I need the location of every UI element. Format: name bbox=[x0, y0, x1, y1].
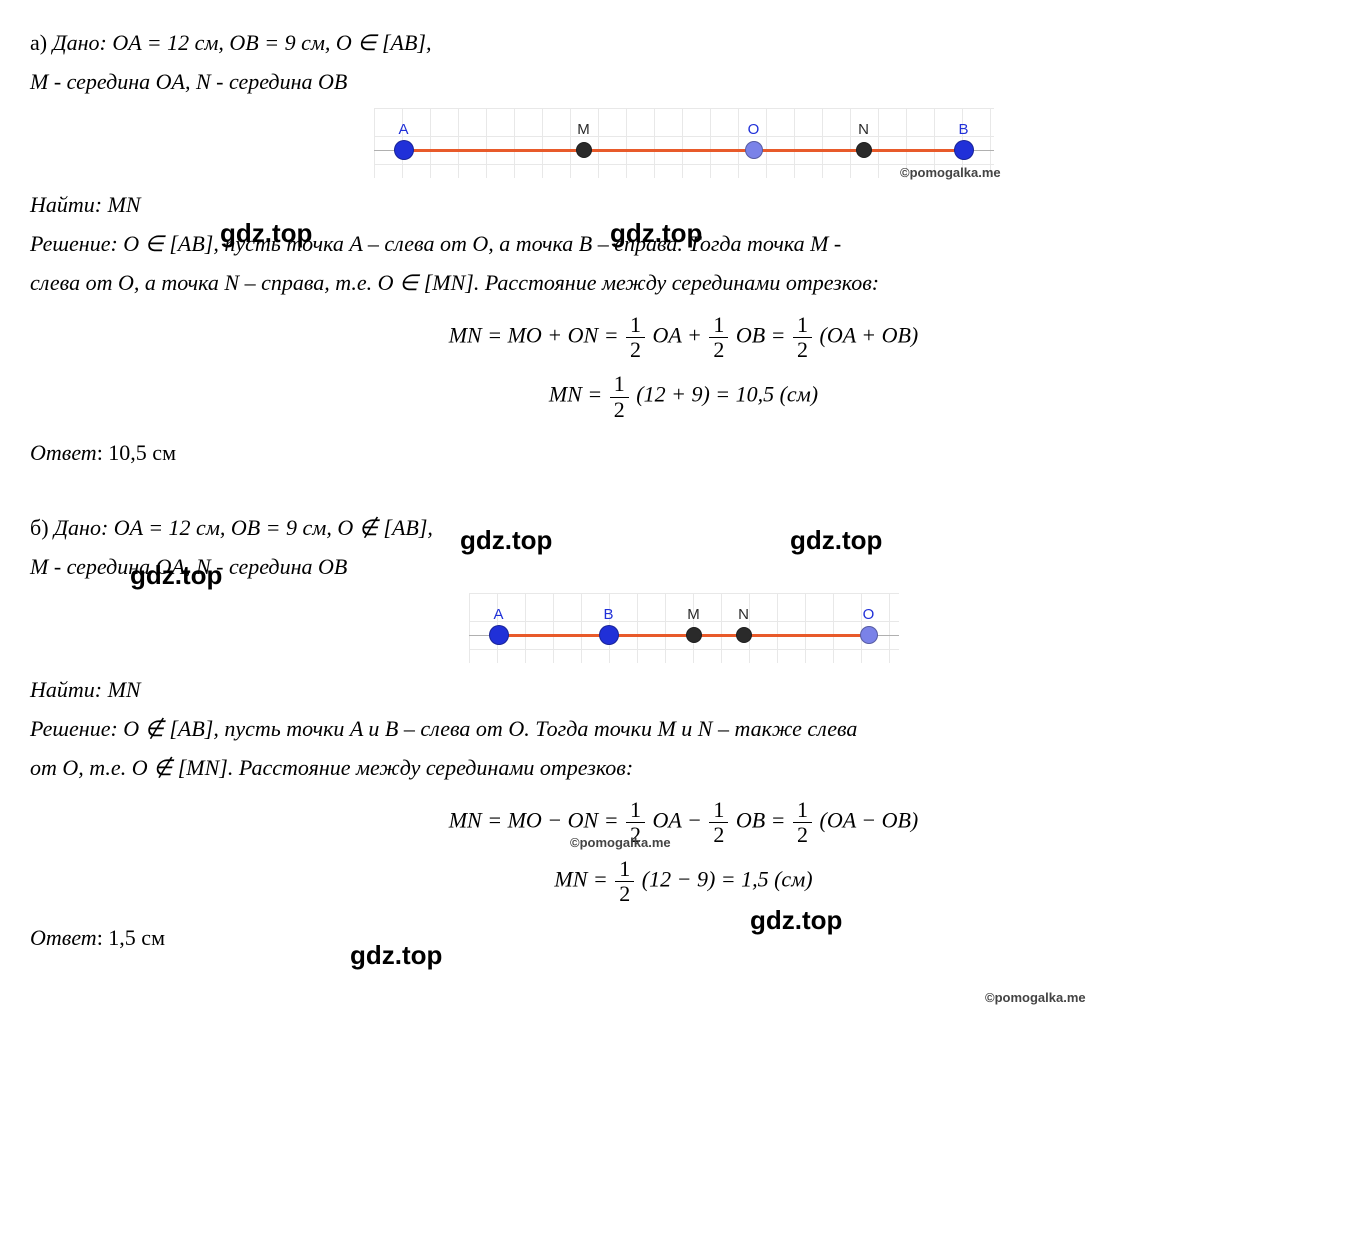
fraction: 12 bbox=[615, 857, 634, 906]
diagram-a-wrap: AMONB bbox=[30, 108, 1337, 178]
point-o bbox=[745, 141, 763, 159]
point-label-o: O bbox=[863, 606, 875, 623]
point-label-a: A bbox=[493, 606, 503, 623]
diagram-b: ABMNO bbox=[469, 593, 899, 663]
part-a-line2: M - середина OA, N - середина OB bbox=[30, 65, 1337, 98]
part-a-solution-2: слева от O, а точка N – справа, т.е. O ∈… bbox=[30, 266, 1337, 299]
answer-label: Ответ bbox=[30, 440, 97, 465]
point-m bbox=[686, 627, 702, 643]
point-o bbox=[860, 626, 878, 644]
point-label-b: B bbox=[603, 606, 613, 623]
eq-text: (12 − 9) = 1,5 (см) bbox=[642, 867, 813, 892]
given-text: : OA = 12 см, OB = 9 см, O ∉ [AB], bbox=[101, 515, 433, 540]
watermark-gdz: gdz.top bbox=[460, 525, 552, 556]
part-b-solution-2: от O, т.е. O ∉ [MN]. Расстояние между се… bbox=[30, 751, 1337, 784]
answer-text: : 10,5 см bbox=[97, 440, 176, 465]
watermark-gdz: gdz.top bbox=[610, 218, 702, 249]
watermark-pomogalka: ©pomogalka.me bbox=[985, 990, 1086, 1005]
watermark-gdz: gdz.top bbox=[350, 940, 442, 971]
find-label: Найти bbox=[30, 192, 95, 217]
point-b bbox=[954, 140, 974, 160]
point-label-m: M bbox=[577, 121, 590, 138]
diagram-b-wrap: ABMNO bbox=[30, 593, 1337, 663]
solution-label: Решение bbox=[30, 716, 110, 741]
point-label-a: A bbox=[398, 121, 408, 138]
point-m bbox=[576, 142, 592, 158]
fraction: 12 bbox=[709, 313, 728, 362]
part-b-label: б) bbox=[30, 515, 49, 540]
watermark-gdz: gdz.top bbox=[750, 905, 842, 936]
fraction: 12 bbox=[626, 313, 645, 362]
eq-text: (OA + OB) bbox=[820, 323, 919, 348]
segment-line bbox=[404, 149, 964, 152]
given-label: Дано bbox=[53, 30, 100, 55]
part-a-answer: Ответ: 10,5 см bbox=[30, 436, 1337, 469]
eq-text: (12 + 9) = 10,5 (см) bbox=[636, 382, 818, 407]
find-text: : MN bbox=[95, 192, 141, 217]
part-b-answer: Ответ: 1,5 см bbox=[30, 921, 1337, 954]
fraction: 12 bbox=[610, 372, 629, 421]
answer-text: : 1,5 см bbox=[97, 925, 165, 950]
point-n bbox=[736, 627, 752, 643]
given-text: : OA = 12 см, OB = 9 см, O ∈ [AB], bbox=[100, 30, 432, 55]
part-a-given: а) Дано: OA = 12 см, OB = 9 см, O ∈ [AB]… bbox=[30, 26, 1337, 59]
point-n bbox=[856, 142, 872, 158]
fraction: 12 bbox=[793, 313, 812, 362]
eq-text: OB = bbox=[736, 323, 786, 348]
eq-text: MN = MO − ON = bbox=[449, 807, 619, 832]
watermark-gdz: gdz.top bbox=[130, 560, 222, 591]
point-label-n: N bbox=[738, 606, 749, 623]
find-text: : MN bbox=[95, 677, 141, 702]
fraction: 12 bbox=[709, 798, 728, 847]
part-b-solution-1: Решение: O ∉ [AB], пусть точки A и B – с… bbox=[30, 712, 1337, 745]
watermark-pomogalka: ©pomogalka.me bbox=[570, 835, 671, 850]
solution-label: Решение bbox=[30, 231, 110, 256]
find-label: Найти bbox=[30, 677, 95, 702]
eq-text: MN = MO + ON = bbox=[449, 323, 619, 348]
part-b-eq1: MN = MO − ON = 12 OA − 12 OB = 12 (OA − … bbox=[30, 798, 1337, 907]
answer-label: Ответ bbox=[30, 925, 97, 950]
given-label: Дано bbox=[54, 515, 101, 540]
eq-text: OB = bbox=[736, 807, 786, 832]
watermark-gdz: gdz.top bbox=[220, 218, 312, 249]
part-a-label: а) bbox=[30, 30, 47, 55]
point-a bbox=[394, 140, 414, 160]
eq-text: MN = bbox=[549, 382, 602, 407]
watermark-pomogalka: ©pomogalka.me bbox=[900, 165, 1001, 180]
point-label-m: M bbox=[687, 606, 700, 623]
point-label-b: B bbox=[958, 121, 968, 138]
fraction: 12 bbox=[793, 798, 812, 847]
part-a-find: Найти: MN bbox=[30, 188, 1337, 221]
eq-text: MN = bbox=[554, 867, 607, 892]
eq-text: OA − bbox=[653, 807, 702, 832]
eq-text: OA + bbox=[653, 323, 702, 348]
eq-text: (OA − OB) bbox=[820, 807, 919, 832]
part-b-line2: M - середина OA, N - середина OB bbox=[30, 550, 1337, 583]
part-b-given: б) Дано: OA = 12 см, OB = 9 см, O ∉ [AB]… bbox=[30, 511, 1337, 544]
point-a bbox=[489, 625, 509, 645]
watermark-gdz: gdz.top bbox=[790, 525, 882, 556]
point-b bbox=[599, 625, 619, 645]
segment-line bbox=[499, 634, 869, 637]
point-label-o: O bbox=[748, 121, 760, 138]
part-a-eq1: MN = MO + ON = 12 OA + 12 OB = 12 (OA + … bbox=[30, 313, 1337, 422]
part-b-find: Найти: MN bbox=[30, 673, 1337, 706]
solution-text-1: : O ∉ [AB], пусть точки A и B – слева от… bbox=[110, 716, 857, 741]
point-label-n: N bbox=[858, 121, 869, 138]
